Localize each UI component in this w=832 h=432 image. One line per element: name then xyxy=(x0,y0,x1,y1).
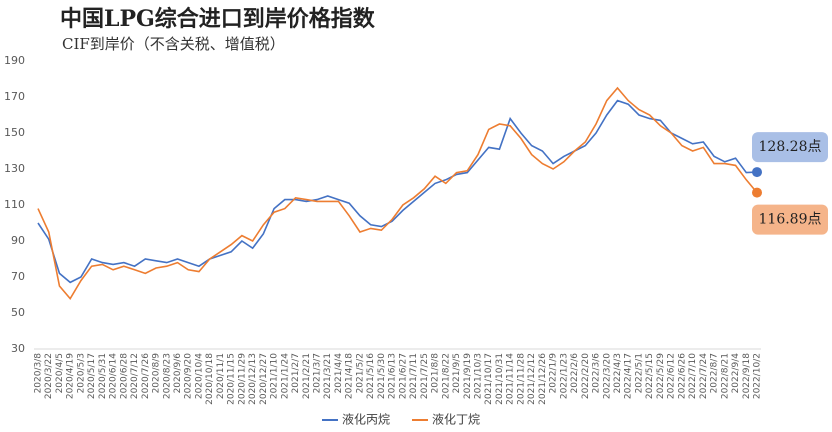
end-point xyxy=(752,167,762,178)
y-tick-label: 50 xyxy=(11,306,25,319)
x-tick-label: 2021/5/16 xyxy=(366,353,376,399)
x-tick-label: 2020/9/20 xyxy=(184,353,194,399)
x-tick-label: 2022/2/6 xyxy=(570,353,580,394)
x-tick-label: 2021/12/12 xyxy=(527,353,537,405)
y-tick-label: 150 xyxy=(4,126,25,139)
legend-label: 液化丁烷 xyxy=(432,412,480,427)
x-tick-label: 2022/8/21 xyxy=(720,353,730,399)
x-tick-label: 2020/7/12 xyxy=(130,353,140,399)
x-tick-label: 2022/6/12 xyxy=(667,353,677,399)
x-tick-label: 2021/2/7 xyxy=(291,353,301,393)
x-tick-label: 2020/8/9 xyxy=(152,353,162,394)
x-tick-label: 2022/6/26 xyxy=(677,353,687,399)
x-tick-label: 2022/4/3 xyxy=(613,353,623,393)
x-tick-label: 2020/4/5 xyxy=(55,353,65,393)
x-tick-label: 2021/4/18 xyxy=(345,353,355,399)
chart-title: 中国LPG综合进口到岸价格指数 xyxy=(60,6,376,32)
callout-box xyxy=(752,132,828,163)
x-tick-label: 2022/9/18 xyxy=(742,353,752,399)
series-line xyxy=(37,86,758,300)
x-tick-label: 2021/10/31 xyxy=(495,353,505,405)
legend-label: 液化丙烷 xyxy=(342,412,390,427)
x-tick-label: 2022/1/23 xyxy=(559,353,569,399)
y-tick-label: 170 xyxy=(4,90,25,103)
x-tick-label: 2020/11/15 xyxy=(227,353,237,405)
x-tick-label: 2022/8/7 xyxy=(710,353,720,393)
x-tick-label: 2021/10/17 xyxy=(484,353,494,405)
x-tick-label: 2021/5/30 xyxy=(377,353,387,399)
x-tick-label: 2020/10/18 xyxy=(205,353,215,405)
x-tick-label: 2020/8/23 xyxy=(162,353,172,399)
x-tick-label: 2021/6/27 xyxy=(398,353,408,399)
x-tick-label: 2020/11/29 xyxy=(237,353,247,405)
x-tick-label: 2021/10/3 xyxy=(473,353,483,399)
y-tick-label: 90 xyxy=(11,234,25,247)
x-tick-label: 2021/3/7 xyxy=(313,353,323,393)
x-tick-label: 2020/4/19 xyxy=(66,353,76,399)
x-tick-label: 2021/4/4 xyxy=(334,353,344,394)
callout-box xyxy=(752,204,828,235)
x-tick-label: 2020/6/14 xyxy=(109,353,119,399)
x-tick-label: 2022/1/9 xyxy=(549,353,559,394)
x-tick-label: 2022/4/17 xyxy=(624,353,634,399)
series-line xyxy=(37,99,758,284)
x-tick-label: 2021/2/21 xyxy=(302,353,312,399)
x-tick-label: 2020/12/13 xyxy=(248,353,258,405)
x-tick-label: 2022/5/15 xyxy=(645,353,655,399)
x-tick-label: 2021/7/25 xyxy=(420,353,430,399)
end-point xyxy=(752,187,762,198)
x-tick-label: 2021/9/5 xyxy=(452,353,462,393)
x-tick-label: 2020/7/26 xyxy=(141,353,151,399)
x-tick-label: 2022/5/29 xyxy=(656,353,666,399)
y-tick-label: 130 xyxy=(4,162,25,175)
y-tick-label: 30 xyxy=(11,342,25,355)
x-tick-label: 2020/5/3 xyxy=(76,353,86,393)
chart-subtitle: CIF到岸价（不含关税、增值税） xyxy=(62,35,285,53)
x-tick-label: 2020/6/28 xyxy=(119,353,129,399)
x-tick-label: 2021/9/19 xyxy=(463,353,473,399)
x-tick-label: 2022/9/4 xyxy=(731,353,741,394)
x-tick-label: 2020/11/1 xyxy=(216,353,226,399)
y-tick-label: 110 xyxy=(4,198,25,211)
y-tick-label: 190 xyxy=(4,54,25,67)
x-tick-label: 2021/12/26 xyxy=(538,353,548,405)
x-tick-label: 2021/11/14 xyxy=(506,353,516,405)
x-tick-label: 2020/5/17 xyxy=(87,353,97,399)
x-tick-label: 2020/12/27 xyxy=(259,353,269,405)
x-tick-label: 2020/3/8 xyxy=(34,353,44,394)
x-tick-label: 2022/5/1 xyxy=(634,353,644,393)
x-tick-label: 2021/7/11 xyxy=(409,353,419,399)
data-label: 116.89点 xyxy=(759,212,822,228)
x-tick-label: 2021/11/28 xyxy=(516,353,526,405)
x-tick-label: 2022/10/2 xyxy=(753,353,763,399)
data-label: 128.28点 xyxy=(759,139,822,155)
x-tick-label: 2020/9/6 xyxy=(173,353,183,394)
x-tick-label: 2021/8/22 xyxy=(441,353,451,399)
y-tick-label: 70 xyxy=(11,270,25,283)
x-tick-label: 2021/1/10 xyxy=(270,353,280,399)
x-tick-label: 2022/3/6 xyxy=(592,353,602,394)
x-tick-label: 2022/3/20 xyxy=(602,353,612,399)
x-tick-label: 2021/8/8 xyxy=(431,353,441,394)
x-tick-label: 2022/2/20 xyxy=(581,353,591,399)
x-tick-label: 2021/6/13 xyxy=(388,353,398,399)
x-tick-label: 2020/3/22 xyxy=(44,353,54,399)
x-tick-label: 2022/7/10 xyxy=(688,353,698,399)
x-tick-label: 2021/5/2 xyxy=(355,353,365,393)
x-tick-label: 2021/1/24 xyxy=(280,353,290,399)
x-tick-label: 2021/3/21 xyxy=(323,353,333,399)
x-tick-label: 2020/5/31 xyxy=(98,353,108,399)
x-tick-label: 2022/7/24 xyxy=(699,353,709,399)
x-tick-label: 2020/10/4 xyxy=(194,353,204,399)
